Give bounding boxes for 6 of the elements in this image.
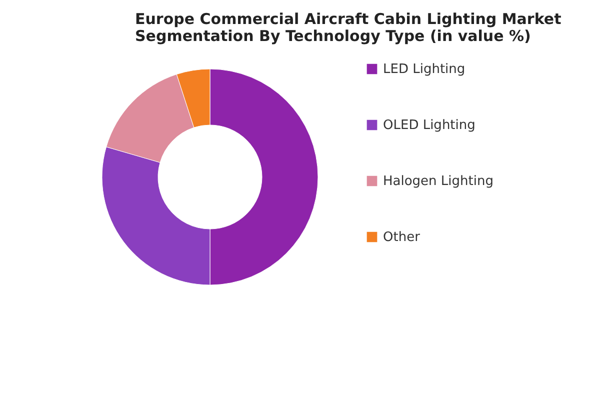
text: Segmentation By Technology Type (in value %) [135, 27, 531, 45]
legend-label: LED Lighting [383, 62, 466, 77]
legend-label: Halogen Lighting [383, 174, 494, 189]
legend-label: Other [383, 230, 421, 245]
legend-label: OLED Lighting [383, 118, 476, 133]
text: Europe Commercial Aircraft Cabin Lighting Market [135, 10, 562, 28]
